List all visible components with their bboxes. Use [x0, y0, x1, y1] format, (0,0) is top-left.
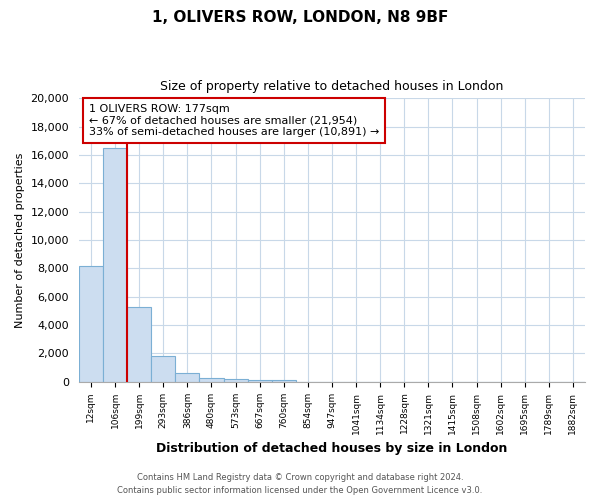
Bar	[248, 380, 272, 382]
Text: 1 OLIVERS ROW: 177sqm
← 67% of detached houses are smaller (21,954)
33% of semi-: 1 OLIVERS ROW: 177sqm ← 67% of detached …	[89, 104, 379, 137]
Text: Contains HM Land Registry data © Crown copyright and database right 2024.
Contai: Contains HM Land Registry data © Crown c…	[118, 474, 482, 495]
Bar	[127, 306, 151, 382]
Y-axis label: Number of detached properties: Number of detached properties	[15, 152, 25, 328]
Bar	[199, 378, 224, 382]
X-axis label: Distribution of detached houses by size in London: Distribution of detached houses by size …	[156, 442, 508, 455]
Bar	[103, 148, 127, 382]
Bar	[224, 379, 248, 382]
Title: Size of property relative to detached houses in London: Size of property relative to detached ho…	[160, 80, 503, 93]
Bar	[151, 356, 175, 382]
Bar	[175, 372, 199, 382]
Bar	[79, 266, 103, 382]
Text: 1, OLIVERS ROW, LONDON, N8 9BF: 1, OLIVERS ROW, LONDON, N8 9BF	[152, 10, 448, 25]
Bar	[272, 380, 296, 382]
